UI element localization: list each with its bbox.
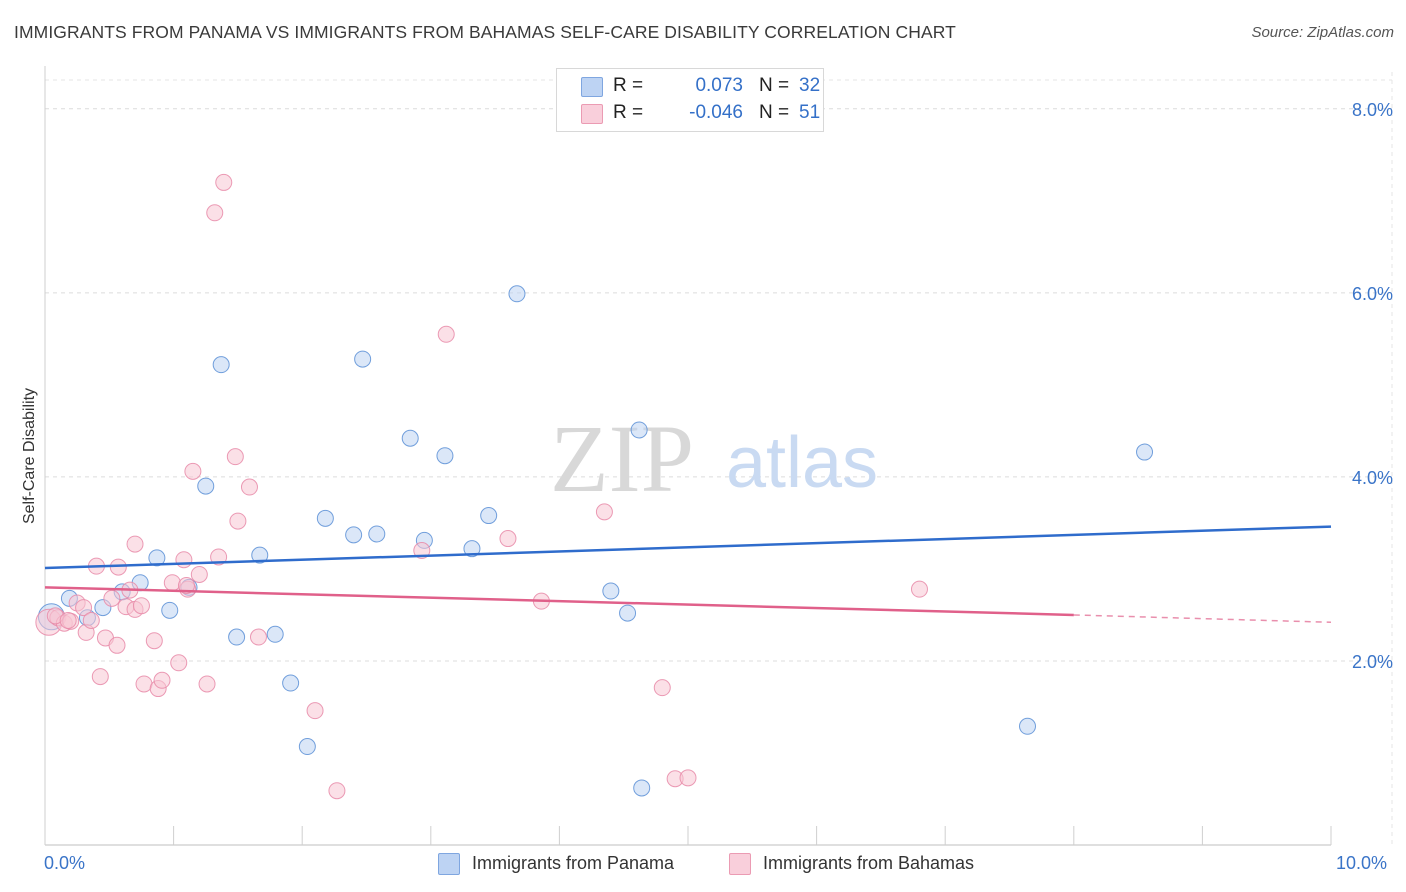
data-point bbox=[266, 625, 284, 643]
data-point bbox=[228, 628, 246, 646]
source-label: Source: ZipAtlas.com bbox=[1251, 24, 1394, 41]
y-tick-label: 4.0% bbox=[1352, 468, 1393, 488]
data-point bbox=[148, 549, 166, 567]
data-point bbox=[633, 779, 651, 797]
data-point bbox=[108, 636, 126, 654]
data-point bbox=[249, 628, 267, 646]
data-point bbox=[679, 769, 697, 787]
data-point bbox=[184, 462, 202, 480]
data-point bbox=[298, 738, 316, 756]
points-layer bbox=[35, 173, 1154, 800]
data-point bbox=[437, 325, 455, 343]
y-tick-labels: 2.0% 4.0% 6.0% 8.0% bbox=[1352, 100, 1393, 672]
data-point bbox=[328, 782, 346, 800]
data-point bbox=[306, 702, 324, 720]
data-point bbox=[345, 526, 363, 544]
bottom-legend-swatch-bahamas bbox=[729, 853, 751, 875]
data-point bbox=[210, 548, 228, 566]
legend-n-value: 32 bbox=[799, 75, 821, 96]
x-tick-label-min: 0.0% bbox=[44, 853, 86, 873]
data-point bbox=[198, 675, 216, 693]
data-point bbox=[316, 509, 334, 527]
data-point bbox=[619, 604, 637, 622]
data-point bbox=[135, 675, 153, 693]
data-point bbox=[508, 285, 526, 303]
data-point bbox=[602, 582, 620, 600]
series-bahamas bbox=[35, 173, 928, 800]
legend-n-label: N = bbox=[759, 75, 790, 96]
data-point bbox=[226, 448, 244, 466]
data-point bbox=[354, 350, 372, 368]
y-tick-label: 2.0% bbox=[1352, 652, 1393, 672]
data-point bbox=[463, 540, 481, 558]
legend-n-label: N = bbox=[759, 102, 790, 123]
data-point bbox=[126, 535, 144, 553]
data-point bbox=[282, 674, 300, 692]
x-tick-label-max: 10.0% bbox=[1336, 853, 1388, 873]
axes bbox=[44, 66, 1332, 846]
data-point bbox=[436, 447, 454, 465]
data-point bbox=[59, 611, 77, 629]
data-point bbox=[91, 668, 109, 686]
data-point bbox=[163, 574, 181, 592]
data-point bbox=[1136, 443, 1154, 461]
chart-title: IMMIGRANTS FROM PANAMA VS IMMIGRANTS FRO… bbox=[14, 22, 956, 42]
series-panama bbox=[37, 285, 1154, 797]
data-point bbox=[132, 597, 150, 615]
legend-swatch-panama bbox=[581, 77, 603, 97]
data-point bbox=[215, 173, 233, 191]
data-point bbox=[145, 632, 163, 650]
data-point bbox=[630, 421, 648, 439]
data-point bbox=[212, 356, 230, 374]
data-point bbox=[170, 654, 188, 672]
data-point bbox=[229, 512, 247, 530]
trend-line-extension bbox=[1073, 614, 1332, 624]
data-point bbox=[653, 679, 671, 697]
data-point bbox=[401, 429, 419, 447]
trend-line bbox=[44, 586, 1074, 617]
data-point bbox=[75, 599, 93, 617]
bottom-legend-label-bahamas: Immigrants from Bahamas bbox=[763, 853, 975, 873]
gridlines bbox=[45, 72, 1393, 845]
data-point bbox=[197, 477, 215, 495]
data-point bbox=[206, 204, 224, 222]
legend-r-label: R = bbox=[613, 75, 644, 96]
data-point bbox=[175, 551, 193, 569]
legend-r-value: 0.073 bbox=[695, 75, 743, 96]
data-point bbox=[499, 530, 517, 548]
bottom-legend-swatch-panama bbox=[438, 853, 460, 875]
data-point bbox=[368, 525, 386, 543]
watermark-zip: ZIP bbox=[550, 405, 694, 512]
trend-layer bbox=[44, 525, 1332, 624]
data-point bbox=[1019, 717, 1037, 735]
legend: R = 0.073 N = 32 R = -0.046 N = 51 bbox=[556, 68, 824, 132]
bottom-legend-label-panama: Immigrants from Panama bbox=[472, 853, 675, 873]
data-point bbox=[177, 576, 195, 594]
data-point bbox=[910, 580, 928, 598]
legend-swatch-bahamas bbox=[581, 104, 603, 124]
legend-r-value: -0.046 bbox=[689, 102, 743, 123]
data-point bbox=[161, 601, 179, 619]
legend-r-label: R = bbox=[613, 102, 644, 123]
data-point bbox=[82, 611, 100, 629]
data-point bbox=[251, 546, 269, 564]
y-tick-label: 6.0% bbox=[1352, 284, 1393, 304]
y-tick-label: 8.0% bbox=[1352, 100, 1393, 120]
data-point bbox=[153, 671, 171, 689]
legend-n-value: 51 bbox=[799, 102, 821, 123]
data-point bbox=[109, 558, 127, 576]
data-point bbox=[595, 503, 613, 521]
trend-line bbox=[44, 525, 1332, 570]
data-point bbox=[240, 478, 258, 496]
watermark-atlas: atlas bbox=[726, 423, 878, 503]
data-point bbox=[103, 589, 121, 607]
data-point bbox=[480, 507, 498, 525]
data-point bbox=[190, 565, 208, 583]
